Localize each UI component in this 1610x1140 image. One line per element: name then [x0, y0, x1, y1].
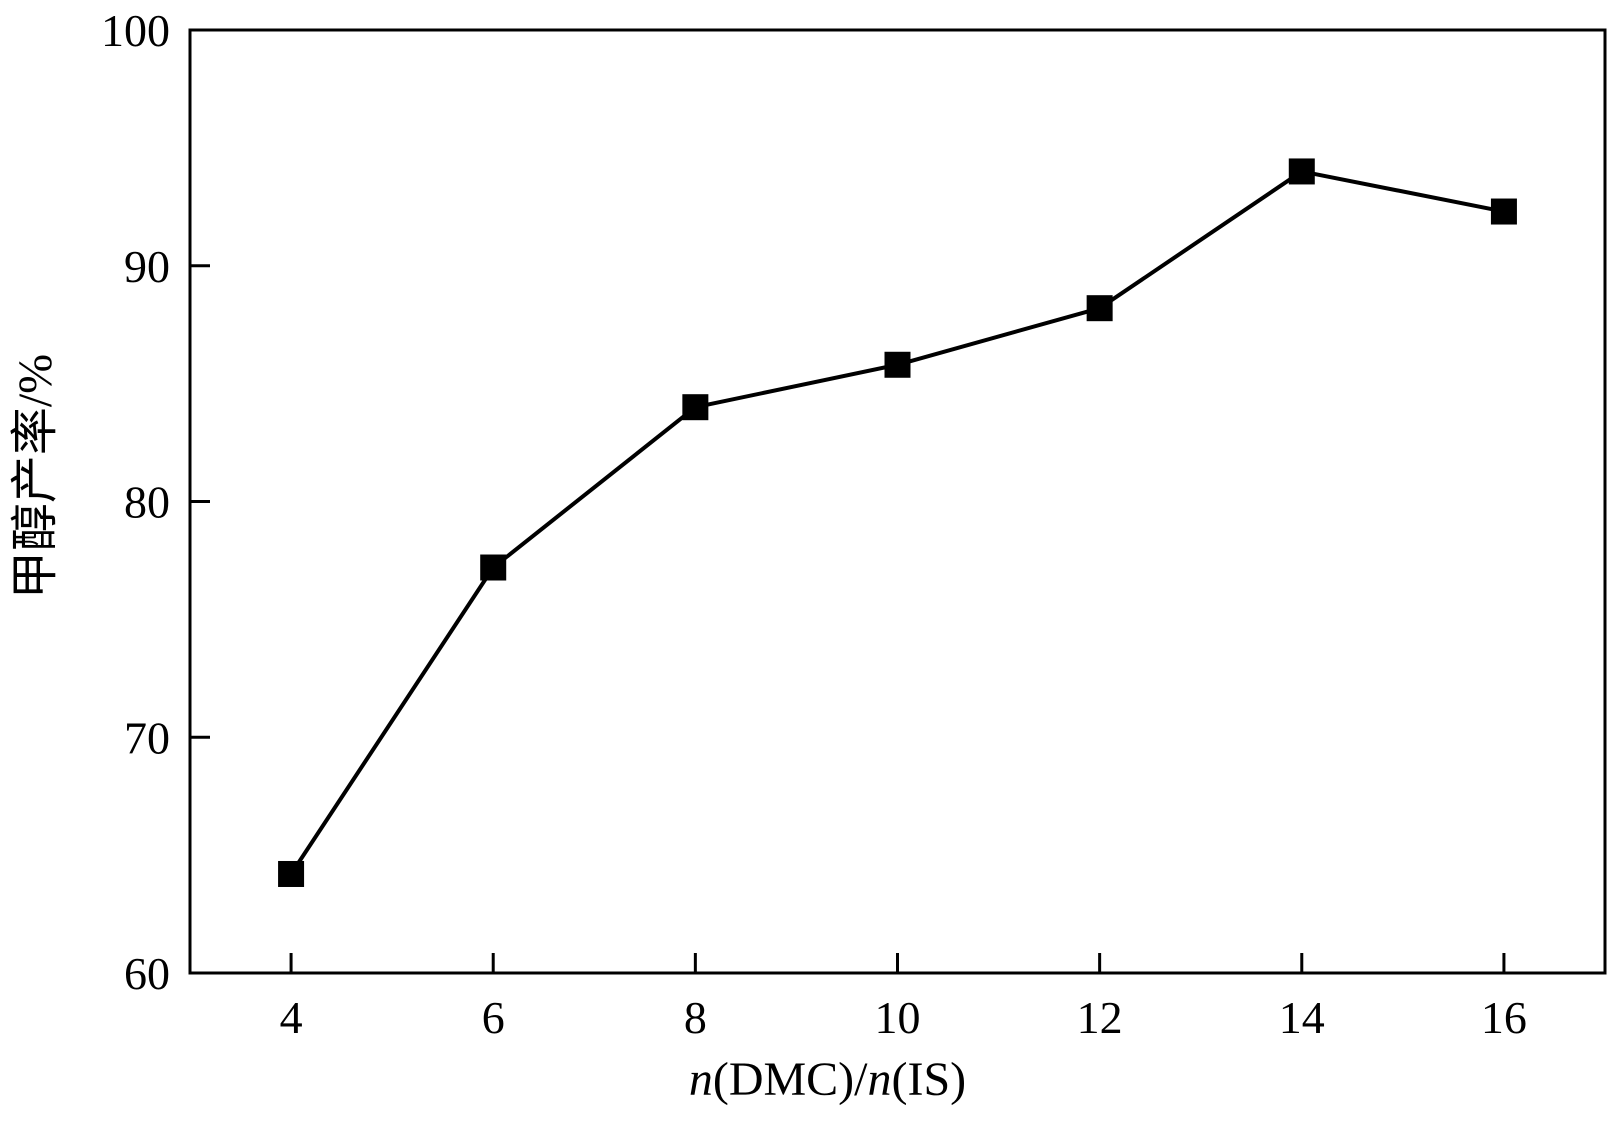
data-point	[682, 394, 709, 421]
series-layer	[278, 158, 1517, 887]
x-tick-label: 4	[280, 992, 303, 1043]
y-tick-label: 60	[124, 948, 170, 999]
y-tick-label: 100	[101, 5, 170, 56]
data-point	[1288, 158, 1315, 185]
y-tick-label: 90	[124, 241, 170, 292]
x-tick-label: 8	[684, 992, 707, 1043]
y-tick-label: 80	[124, 477, 170, 528]
axis-ticks: 4 6 8 10 12 14 16 60 70 80 90 100	[101, 5, 1527, 1043]
plot-frame	[188, 28, 1607, 975]
series-line	[289, 169, 1505, 876]
x-axis-label-part: (IS)	[892, 1053, 967, 1106]
x-tick-label: 10	[875, 992, 921, 1043]
data-point	[884, 351, 911, 378]
x-tick-label: 14	[1279, 992, 1325, 1043]
y-tick-label: 70	[124, 712, 170, 763]
data-point	[480, 554, 507, 581]
data-point	[1086, 295, 1113, 322]
data-point	[1490, 198, 1517, 225]
x-axis-label-part: n	[868, 1053, 892, 1106]
x-tick-label: 12	[1077, 992, 1123, 1043]
x-axis-label-part: (DMC)/	[713, 1053, 868, 1106]
data-point	[278, 860, 305, 887]
x-axis-label: n(DMC)/n(IS)	[689, 1053, 966, 1106]
x-tick-label: 16	[1481, 992, 1527, 1043]
x-axis-label-part: n	[689, 1053, 713, 1106]
x-tick-label: 6	[482, 992, 505, 1043]
y-axis-label: 甲醇产率/%	[9, 354, 62, 599]
